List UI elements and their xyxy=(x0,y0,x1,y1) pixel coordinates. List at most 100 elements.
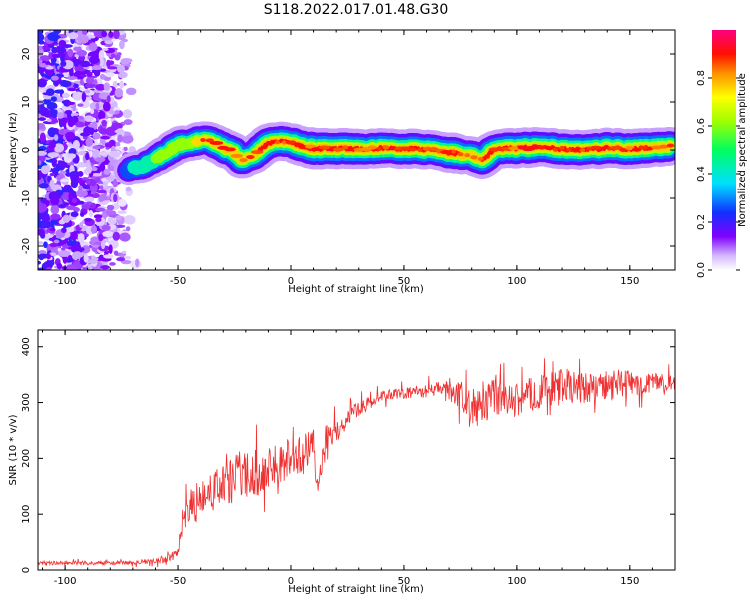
snr-line xyxy=(38,358,675,568)
noise-blob xyxy=(73,46,81,52)
noise-blob xyxy=(49,172,55,177)
noise-blob xyxy=(100,135,110,140)
noise-blob xyxy=(84,217,93,222)
ridge-peak xyxy=(205,138,214,143)
noise-blob xyxy=(45,88,55,96)
noise-blob xyxy=(95,102,100,111)
noise-blob xyxy=(102,230,114,238)
noise-blob xyxy=(92,132,101,140)
noise-blob xyxy=(92,145,101,150)
noise-blob xyxy=(48,109,58,114)
heatmap-y-axis-label: Frequency (Hz) xyxy=(8,112,19,188)
noise-blob xyxy=(115,215,123,221)
noise-blob xyxy=(77,151,88,156)
noise-blob xyxy=(66,76,78,80)
noise-blob xyxy=(81,92,87,102)
ridge-peak xyxy=(428,147,438,152)
noise-blob xyxy=(79,247,85,252)
ridge-peak xyxy=(348,147,356,152)
noise-blob xyxy=(53,134,59,141)
noise-blob xyxy=(99,193,107,202)
noise-blob xyxy=(66,110,72,119)
y-tick-label: 300 xyxy=(21,393,32,412)
noise-blob xyxy=(61,266,68,270)
y-tick-label: 0 xyxy=(21,567,32,573)
noise-blob xyxy=(50,75,59,81)
noise-blob xyxy=(88,42,98,52)
noise-blob xyxy=(86,71,93,77)
noise-blob xyxy=(95,83,106,91)
noise-blob xyxy=(40,165,50,175)
ridge-peak xyxy=(659,144,669,149)
noise-blob xyxy=(62,214,71,223)
noise-blob xyxy=(94,156,106,163)
noise-blob xyxy=(65,264,77,270)
noise-blob xyxy=(38,241,44,245)
noise-blob xyxy=(101,30,108,38)
x-tick-label: 150 xyxy=(620,576,639,587)
noise-blob xyxy=(108,31,114,38)
ridge-peak xyxy=(477,156,484,161)
noise-blob xyxy=(90,179,97,187)
noise-blob xyxy=(43,241,48,249)
y-tick-label: 200 xyxy=(21,449,32,468)
noise-blob xyxy=(114,110,120,115)
noise-blob xyxy=(116,52,122,56)
noise-blob xyxy=(59,170,67,175)
ridge-peak xyxy=(620,147,626,152)
noise-blob xyxy=(68,191,73,202)
noise-blob xyxy=(125,87,137,96)
noise-blob xyxy=(51,157,57,168)
x-tick-label: -100 xyxy=(54,576,77,587)
ridge-peak xyxy=(531,144,539,149)
noise-blob xyxy=(71,198,78,203)
noise-blob xyxy=(38,160,42,166)
noise-blob xyxy=(91,173,102,177)
noise-blob xyxy=(83,253,89,263)
noise-blob xyxy=(125,226,131,232)
noise-blob xyxy=(77,170,84,177)
noise-blob xyxy=(38,182,49,189)
noise-blob xyxy=(87,30,98,33)
y-tick-label: 20 xyxy=(21,48,32,61)
noise-blob xyxy=(58,39,67,48)
ridge-peak xyxy=(638,145,648,150)
noise-blob xyxy=(101,224,111,231)
noise-blob xyxy=(106,59,111,68)
noise-blob xyxy=(61,92,70,99)
noise-blob xyxy=(65,101,75,106)
noise-blob xyxy=(38,202,48,213)
x-tick-label: 50 xyxy=(398,576,411,587)
noise-blob xyxy=(104,143,112,148)
noise-blob xyxy=(76,49,88,57)
noise-blob xyxy=(48,116,58,125)
noise-blob xyxy=(45,61,50,65)
noise-blob xyxy=(75,189,88,198)
heatmap-content xyxy=(38,30,675,270)
ridge-peak xyxy=(367,145,377,150)
noise-blob xyxy=(106,204,115,211)
noise-blob xyxy=(90,225,98,234)
x-tick-label: 0 xyxy=(288,276,294,287)
noise-blob xyxy=(84,115,94,122)
noise-blob xyxy=(46,253,51,260)
noise-blob xyxy=(38,267,46,270)
noise-blob xyxy=(67,153,76,159)
noise-blob xyxy=(117,134,124,143)
noise-blob xyxy=(50,96,58,102)
snr-y-axis-label: SNR (10 * v/v) xyxy=(8,414,19,485)
noise-blob xyxy=(84,196,95,203)
noise-blob xyxy=(93,214,103,219)
noise-blob xyxy=(81,245,91,254)
ridge-peak xyxy=(281,140,287,145)
ridge-peak xyxy=(451,149,456,154)
noise-blob xyxy=(87,259,98,264)
noise-blob xyxy=(101,119,107,127)
ridge-peak xyxy=(566,147,572,152)
ridge-peak xyxy=(464,153,471,158)
noise-blob xyxy=(60,80,72,88)
noise-blob xyxy=(49,242,59,248)
noise-blob xyxy=(77,103,84,107)
